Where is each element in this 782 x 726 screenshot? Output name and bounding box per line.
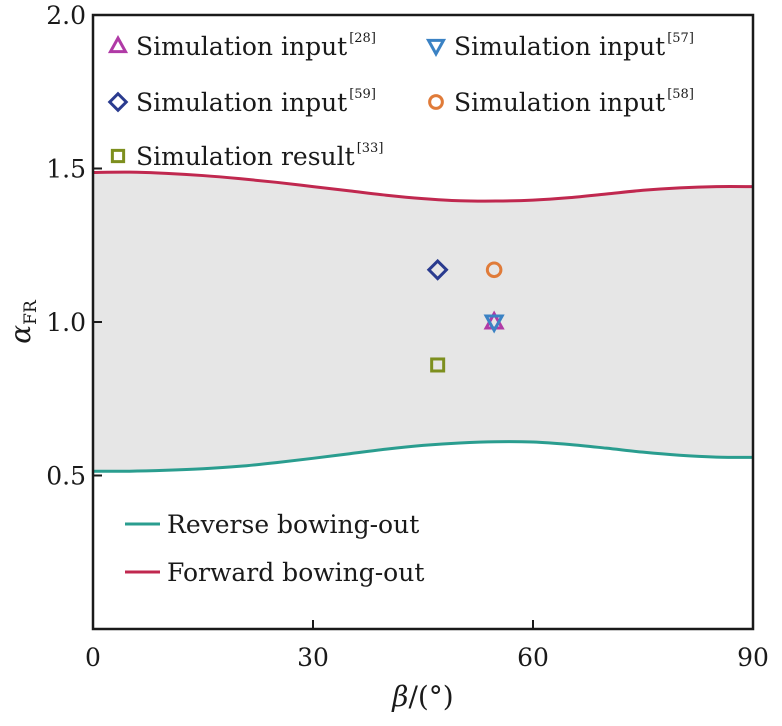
x-tick-label: 30 [297, 643, 329, 672]
shaded-band [93, 172, 753, 472]
legend-label: Simulation input [454, 32, 665, 61]
legend-reference: [58] [667, 87, 694, 102]
data-point-diamond [426, 258, 449, 281]
x-axis-label: β/(°) [391, 680, 453, 713]
y-tick-label: 1.0 [46, 308, 86, 337]
y-axis-subscript: FR [21, 299, 41, 325]
data-point-circle [485, 261, 503, 279]
axes: 0.5 1.0 1.5 2.0 0 30 60 90 [46, 1, 769, 672]
legend-label: Simulation result [136, 142, 355, 171]
y-axis-alpha: α [4, 325, 37, 344]
forward-bowing-out-line [93, 170, 753, 203]
data-point-square [430, 357, 446, 373]
legend-reference: [59] [349, 87, 376, 102]
legend-marker-square [110, 148, 126, 164]
y-tick-label: 2.0 [46, 1, 86, 30]
legend-marker-triangle-up [107, 35, 129, 54]
y-axis-symbol: αFR [4, 299, 41, 344]
y-tick-label: 1.5 [46, 155, 86, 184]
legend-marker-triangle-down [425, 38, 447, 57]
data-point-triangle-down [483, 314, 505, 334]
reverse-bowing-out-line [93, 440, 753, 473]
legend-marker-diamond [107, 91, 129, 113]
legend-reference: [57] [667, 31, 694, 46]
legend-line-label: Forward bowing-out [167, 558, 424, 587]
x-axis-symbol: β [391, 680, 408, 713]
legend-marker-circle [428, 94, 444, 110]
legend-label: Simulation input [454, 88, 665, 117]
legend-reference: [28] [349, 31, 376, 46]
legend-line-label: Reverse bowing-out [167, 510, 419, 539]
x-tick-label: 0 [85, 643, 101, 672]
plot-area [93, 170, 753, 473]
legend-reference: [33] [357, 141, 384, 156]
y-tick-label: 0.5 [46, 462, 86, 491]
axis-labels: β/(°) αFR [4, 299, 454, 713]
legend-label: Simulation input [136, 32, 347, 61]
x-axis-unit: /(°) [408, 680, 453, 713]
legend-label: Simulation input [136, 88, 347, 117]
y-axis-label: αFR [4, 299, 41, 344]
x-tick-label: 60 [517, 643, 549, 672]
legend: Simulation input [28] Simulation input [57]… [107, 31, 694, 587]
x-tick-label: 90 [737, 643, 769, 672]
